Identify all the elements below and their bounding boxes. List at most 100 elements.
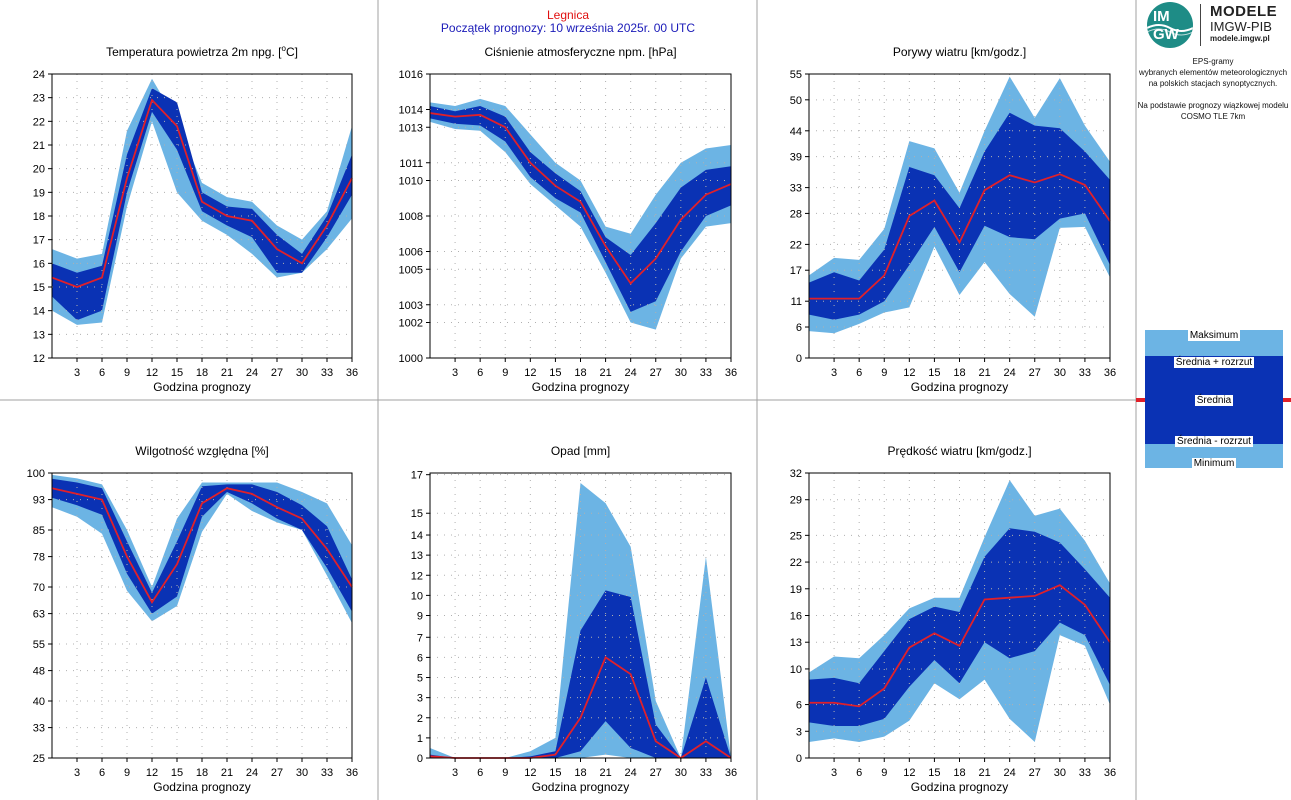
pressure-xtick-label: 6 [477,367,483,379]
pressure-xtick-label: 21 [599,367,611,379]
forecast-start: Początek prognozy: 10 września 2025r. 00… [440,21,696,35]
temperature-ytick-label: 20 [33,164,45,176]
temperature-ytick-label: 14 [33,306,45,318]
gusts-xtick-label: 18 [953,367,965,379]
pressure-ytick-label: 1000 [399,353,423,365]
humidity-ytick-label: 93 [33,495,45,507]
wind-xtick-label: 15 [928,767,940,779]
precip-ytick-label: 3 [417,693,423,705]
wind-xtick-label: 30 [1054,767,1066,779]
temperature-xtick-label: 21 [221,367,233,379]
temperature-ytick-label: 24 [33,69,45,81]
precip-ytick-label: 12 [411,570,423,582]
temperature-ytick-label: 12 [33,353,45,365]
temperature-x-axis-label: Godzina prognozy [153,380,250,394]
temperature-ytick-label: 22 [33,116,45,128]
gusts-xtick-label: 12 [903,367,915,379]
gusts-xtick-label: 21 [978,367,990,379]
precip-ytick-label: 9 [417,611,423,623]
pressure-spread-band [430,105,731,312]
humidity-ytick-label: 78 [33,552,45,564]
humidity-xtick-label: 33 [321,767,333,779]
humidity-ytick-label: 40 [33,696,45,708]
temperature-xtick-label: 15 [171,367,183,379]
wind-ytick-label: 22 [790,557,802,569]
gusts-xtick-label: 27 [1029,367,1041,379]
side-note-line3: na polskich stacjach synoptycznych. [1148,79,1278,88]
precip-ytick-label: 15 [411,508,423,520]
humidity-xtick-label: 30 [296,767,308,779]
legend-mean-plus-label: Średnia + rozrzut [1173,357,1255,368]
temperature-xtick-label: 36 [346,367,358,379]
humidity-xtick-label: 6 [99,767,105,779]
gusts-ytick-label: 50 [790,95,802,107]
pressure-xtick-label: 9 [502,367,508,379]
pressure-xtick-label: 3 [452,367,458,379]
wind-ytick-label: 10 [790,664,802,676]
wind-xtick-label: 21 [978,767,990,779]
precip-ytick-label: 13 [411,550,423,562]
station-name: Legnica [546,8,590,22]
precip-xtick-label: 27 [650,767,662,779]
pressure-xtick-label: 24 [625,367,637,379]
gusts-ytick-label: 33 [790,183,802,195]
precip-ytick-label: 5 [417,673,423,685]
wind-ytick-label: 16 [790,611,802,623]
wind-mean-line [809,584,1111,708]
precip-ytick-label: 10 [411,590,423,602]
pressure-xtick-label: 12 [524,367,536,379]
humidity-ytick-label: 63 [33,609,45,621]
wind-ytick-label: 25 [790,530,802,542]
wind-xtick-label: 9 [881,767,887,779]
logo-org: IMGW-PIB [1210,19,1272,34]
pressure-ytick-label: 1016 [399,69,423,81]
wind-ytick-label: 29 [790,495,802,507]
wind-ytick-label: 13 [790,637,802,649]
wind-ytick-label: 19 [790,584,802,596]
gusts-ytick-label: 28 [790,208,802,220]
humidity-xtick-label: 15 [171,767,183,779]
side-note-line5: COSMO TLE 7km [1180,112,1246,121]
pressure-x-axis-label: Godzina prognozy [532,380,629,394]
wind-xtick-label: 18 [953,767,965,779]
precip-xtick-label: 9 [502,767,508,779]
humidity-ytick-label: 48 [33,666,45,678]
temperature-xtick-label: 30 [296,367,308,379]
pressure-ytick-label: 1006 [399,247,423,259]
temperature-xtick-label: 3 [74,367,80,379]
pressure-xtick-label: 15 [549,367,561,379]
precip-chart-title: Opad [mm] [551,444,610,458]
gusts-ytick-label: 22 [790,239,802,251]
pressure-ytick-label: 1013 [399,122,423,134]
imgw-logo-badge: IM GW [1147,2,1193,48]
humidity-xtick-label: 27 [271,767,283,779]
temperature-ytick-label: 19 [33,187,45,199]
precip-xtick-label: 15 [549,767,561,779]
precip-xtick-label: 18 [574,767,586,779]
precip-ytick-label: 7 [417,632,423,644]
precip-ytick-label: 1 [417,733,423,745]
precip-ytick-label: 0 [417,753,423,765]
gusts-xtick-label: 6 [856,367,862,379]
pressure-ytick-label: 1011 [399,158,423,170]
band-legend: Maksimum Średnia + rozrzut Średnia Średn… [1145,330,1283,469]
humidity-ytick-label: 100 [27,468,45,480]
humidity-chart-title: Wilgotność względna [%] [135,444,268,458]
temperature-ytick-label: 16 [33,258,45,270]
humidity-xtick-label: 18 [196,767,208,779]
wind-chart-title: Prędkość wiatru [km/godz.] [887,444,1031,458]
temperature-ytick-label: 21 [33,140,45,152]
legend-mean-minus-label: Średnia - rozrzut [1175,436,1253,447]
temperature-xtick-label: 18 [196,367,208,379]
gusts-x-axis-label: Godzina prognozy [911,380,1008,394]
logo-badge-top: IM [1153,8,1170,25]
gusts-chart-title: Porywy wiatru [km/godz.] [893,45,1026,59]
temperature-mean-line [51,98,353,288]
humidity-xtick-label: 21 [221,767,233,779]
wind-xtick-label: 36 [1104,767,1116,779]
gusts-ytick-label: 0 [796,353,802,365]
pressure-ytick-label: 1003 [399,300,423,312]
gusts-xtick-label: 9 [881,367,887,379]
side-note-line1: EPS-gramy [1192,57,1234,66]
